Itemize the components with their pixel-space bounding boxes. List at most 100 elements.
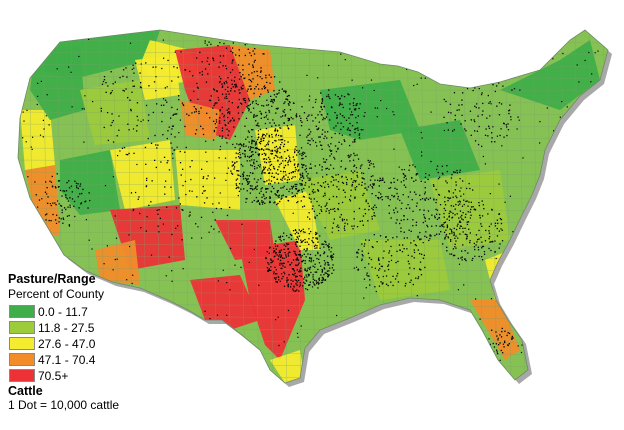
cattle-dot — [89, 199, 91, 202]
cattle-dot — [491, 209, 493, 211]
cattle-dot — [328, 274, 330, 276]
cattle-dot — [270, 262, 272, 264]
cattle-dot — [140, 120, 142, 123]
cattle-dot — [292, 273, 294, 275]
cattle-dot — [249, 187, 251, 190]
cattle-dot — [260, 190, 262, 192]
cattle-dot — [294, 252, 296, 255]
cattle-dot — [119, 150, 121, 152]
cattle-dot — [264, 87, 266, 90]
cattle-dot — [455, 240, 457, 242]
cattle-dot — [338, 132, 341, 135]
cattle-dot — [381, 179, 383, 181]
cattle-dot — [282, 265, 284, 267]
cattle-dot — [309, 218, 311, 220]
cattle-dot — [279, 127, 281, 129]
cattle-dot — [198, 110, 200, 113]
cattle-dot — [319, 141, 321, 143]
cattle-dot — [306, 175, 308, 177]
cattle-dot — [266, 133, 268, 135]
cattle-dot — [234, 90, 236, 92]
cattle-dot — [153, 81, 156, 83]
map-border — [17, 29, 609, 384]
cattle-dot — [483, 253, 486, 255]
cattle-dot — [442, 347, 444, 349]
cattle-dot — [293, 286, 295, 288]
cattle-dot — [428, 174, 430, 176]
cattle-dot — [380, 281, 382, 283]
cattle-dot — [448, 190, 450, 192]
cattle-dot — [312, 265, 314, 267]
cattle-dot — [509, 104, 511, 106]
cattle-dot — [304, 268, 306, 270]
cattle-dot — [117, 155, 119, 157]
cattle-dot — [274, 266, 276, 268]
cattle-dot — [223, 116, 225, 118]
cattle-dot — [497, 337, 499, 339]
cattle-dot — [267, 269, 269, 271]
cattle-dot — [264, 161, 266, 163]
cattle-dot — [256, 124, 259, 126]
cattle-dot — [287, 261, 289, 263]
cattle-dot — [352, 172, 354, 174]
cattle-dot — [494, 90, 496, 93]
cattle-dot — [227, 90, 229, 93]
cattle-dot — [125, 67, 127, 69]
cattle-dot — [438, 176, 441, 178]
cattle-dot — [318, 279, 320, 281]
cattle-dot — [321, 270, 324, 272]
cattle-dot — [277, 150, 279, 152]
cattle-dot — [279, 146, 281, 148]
cattle-dot — [251, 159, 253, 161]
cattle-dot — [324, 194, 326, 196]
cattle-dot — [481, 241, 483, 243]
cattle-dot — [230, 50, 232, 52]
cattle-dot — [278, 236, 280, 238]
cattle-dot — [279, 200, 281, 203]
cattle-dot — [296, 245, 298, 247]
cattle-dot — [307, 267, 309, 269]
cattle-dot — [303, 196, 306, 198]
cattle-dot — [426, 236, 428, 238]
cattle-dot — [302, 231, 305, 233]
cattle-dot — [296, 332, 299, 334]
cattle-dot — [498, 247, 500, 249]
cattle-dot — [338, 141, 340, 143]
cattle-dot — [415, 221, 418, 223]
cattle-dot — [170, 117, 172, 119]
cattle-dot — [349, 103, 351, 105]
cattle-dot — [329, 119, 331, 121]
cattle-dot — [325, 159, 328, 161]
cattle-dot — [559, 116, 561, 118]
cattle-dot — [237, 186, 239, 188]
cattle-dot — [466, 88, 469, 90]
cattle-dot — [415, 174, 417, 176]
cattle-dot — [292, 268, 294, 270]
cattle-dot — [264, 198, 266, 200]
cattle-dot — [454, 119, 456, 121]
cattle-dot — [242, 69, 244, 71]
cattle-dot — [450, 211, 452, 213]
cattle-dot — [322, 277, 324, 279]
cattle-dot — [445, 180, 447, 182]
cattle-dot — [276, 152, 278, 154]
cattle-dot — [396, 275, 398, 277]
cattle-dot — [292, 171, 294, 173]
cattle-dot — [74, 215, 76, 218]
cattle-dot — [330, 208, 332, 211]
cattle-dot — [220, 78, 222, 80]
cattle-dot — [463, 284, 465, 286]
cattle-dot — [269, 197, 271, 199]
cattle-dot — [91, 248, 93, 250]
cattle-dot — [460, 187, 462, 189]
cattle-dot — [496, 235, 499, 237]
cattle-dot — [285, 254, 287, 256]
cattle-dot — [456, 196, 458, 199]
cattle-dot — [459, 169, 461, 171]
cattle-dot — [308, 260, 310, 262]
cattle-dot — [568, 322, 570, 324]
cattle-dot — [315, 233, 317, 236]
cattle-dot — [429, 235, 431, 237]
cattle-dot — [279, 251, 281, 253]
cattle-dot — [182, 209, 184, 211]
